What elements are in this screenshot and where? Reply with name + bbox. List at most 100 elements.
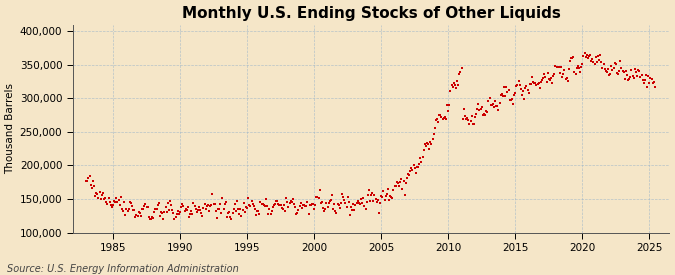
- Point: [508, 101, 518, 106]
- Point: [587, 57, 598, 61]
- Point: [649, 84, 660, 89]
- Point: [467, 122, 478, 126]
- Point: [399, 193, 410, 197]
- Point: [421, 143, 431, 148]
- Point: [435, 113, 446, 118]
- Point: [192, 210, 202, 214]
- Point: [487, 102, 498, 106]
- Point: [371, 200, 382, 204]
- Point: [412, 164, 423, 169]
- Point: [262, 204, 273, 208]
- Point: [603, 67, 614, 71]
- Point: [153, 203, 163, 207]
- Point: [439, 115, 450, 119]
- Point: [529, 81, 539, 86]
- Point: [122, 209, 133, 214]
- Point: [91, 190, 102, 195]
- Point: [321, 201, 332, 206]
- Point: [127, 204, 138, 208]
- Point: [168, 210, 179, 215]
- Point: [310, 203, 321, 208]
- Point: [140, 201, 151, 206]
- Point: [588, 60, 599, 64]
- Point: [643, 74, 653, 78]
- Point: [252, 209, 263, 214]
- Point: [574, 70, 585, 75]
- Point: [130, 214, 140, 219]
- Point: [531, 82, 542, 87]
- Point: [635, 75, 646, 79]
- Point: [645, 75, 656, 80]
- Point: [235, 207, 246, 211]
- Point: [396, 177, 406, 181]
- Point: [132, 214, 143, 219]
- Point: [497, 94, 508, 98]
- Point: [163, 208, 174, 213]
- Point: [385, 194, 396, 198]
- Point: [516, 93, 527, 97]
- Point: [83, 176, 94, 180]
- Point: [568, 55, 578, 59]
- Point: [265, 211, 276, 216]
- Point: [628, 76, 639, 80]
- Point: [390, 183, 401, 188]
- Point: [554, 65, 564, 69]
- Point: [422, 141, 433, 145]
- Point: [603, 73, 614, 78]
- Point: [496, 92, 507, 97]
- Point: [423, 142, 433, 147]
- Point: [616, 66, 627, 70]
- Point: [255, 200, 266, 204]
- Point: [223, 211, 234, 215]
- Point: [208, 202, 219, 207]
- Point: [128, 208, 138, 212]
- Point: [533, 81, 544, 85]
- Point: [363, 188, 374, 192]
- Point: [184, 215, 194, 219]
- Point: [129, 208, 140, 212]
- Point: [468, 122, 479, 126]
- Point: [562, 79, 573, 83]
- Point: [406, 166, 416, 170]
- Point: [225, 215, 236, 219]
- Point: [499, 85, 510, 90]
- Point: [500, 94, 510, 98]
- Point: [178, 204, 189, 208]
- Point: [510, 90, 520, 95]
- Point: [293, 208, 304, 212]
- Point: [84, 174, 95, 178]
- Point: [110, 200, 121, 204]
- Point: [99, 197, 109, 202]
- Point: [366, 193, 377, 197]
- Point: [261, 197, 271, 201]
- Point: [188, 201, 199, 205]
- Point: [170, 214, 181, 219]
- Point: [615, 59, 626, 63]
- Point: [190, 207, 201, 211]
- Point: [250, 207, 261, 211]
- Point: [570, 72, 581, 76]
- Point: [205, 204, 215, 208]
- Point: [559, 68, 570, 73]
- Point: [424, 147, 435, 151]
- Point: [144, 217, 155, 221]
- Point: [97, 191, 108, 196]
- Point: [436, 115, 447, 119]
- Point: [138, 207, 148, 211]
- Point: [344, 213, 355, 217]
- Point: [298, 202, 308, 207]
- Point: [194, 205, 205, 209]
- Point: [381, 192, 392, 197]
- Point: [192, 208, 203, 212]
- Point: [264, 207, 275, 211]
- Point: [308, 207, 319, 211]
- Point: [601, 70, 612, 74]
- Point: [274, 202, 285, 207]
- Point: [576, 65, 587, 69]
- Point: [199, 202, 210, 206]
- Point: [341, 205, 352, 209]
- Point: [339, 198, 350, 202]
- Point: [537, 77, 547, 82]
- Point: [124, 206, 134, 211]
- Point: [149, 210, 160, 214]
